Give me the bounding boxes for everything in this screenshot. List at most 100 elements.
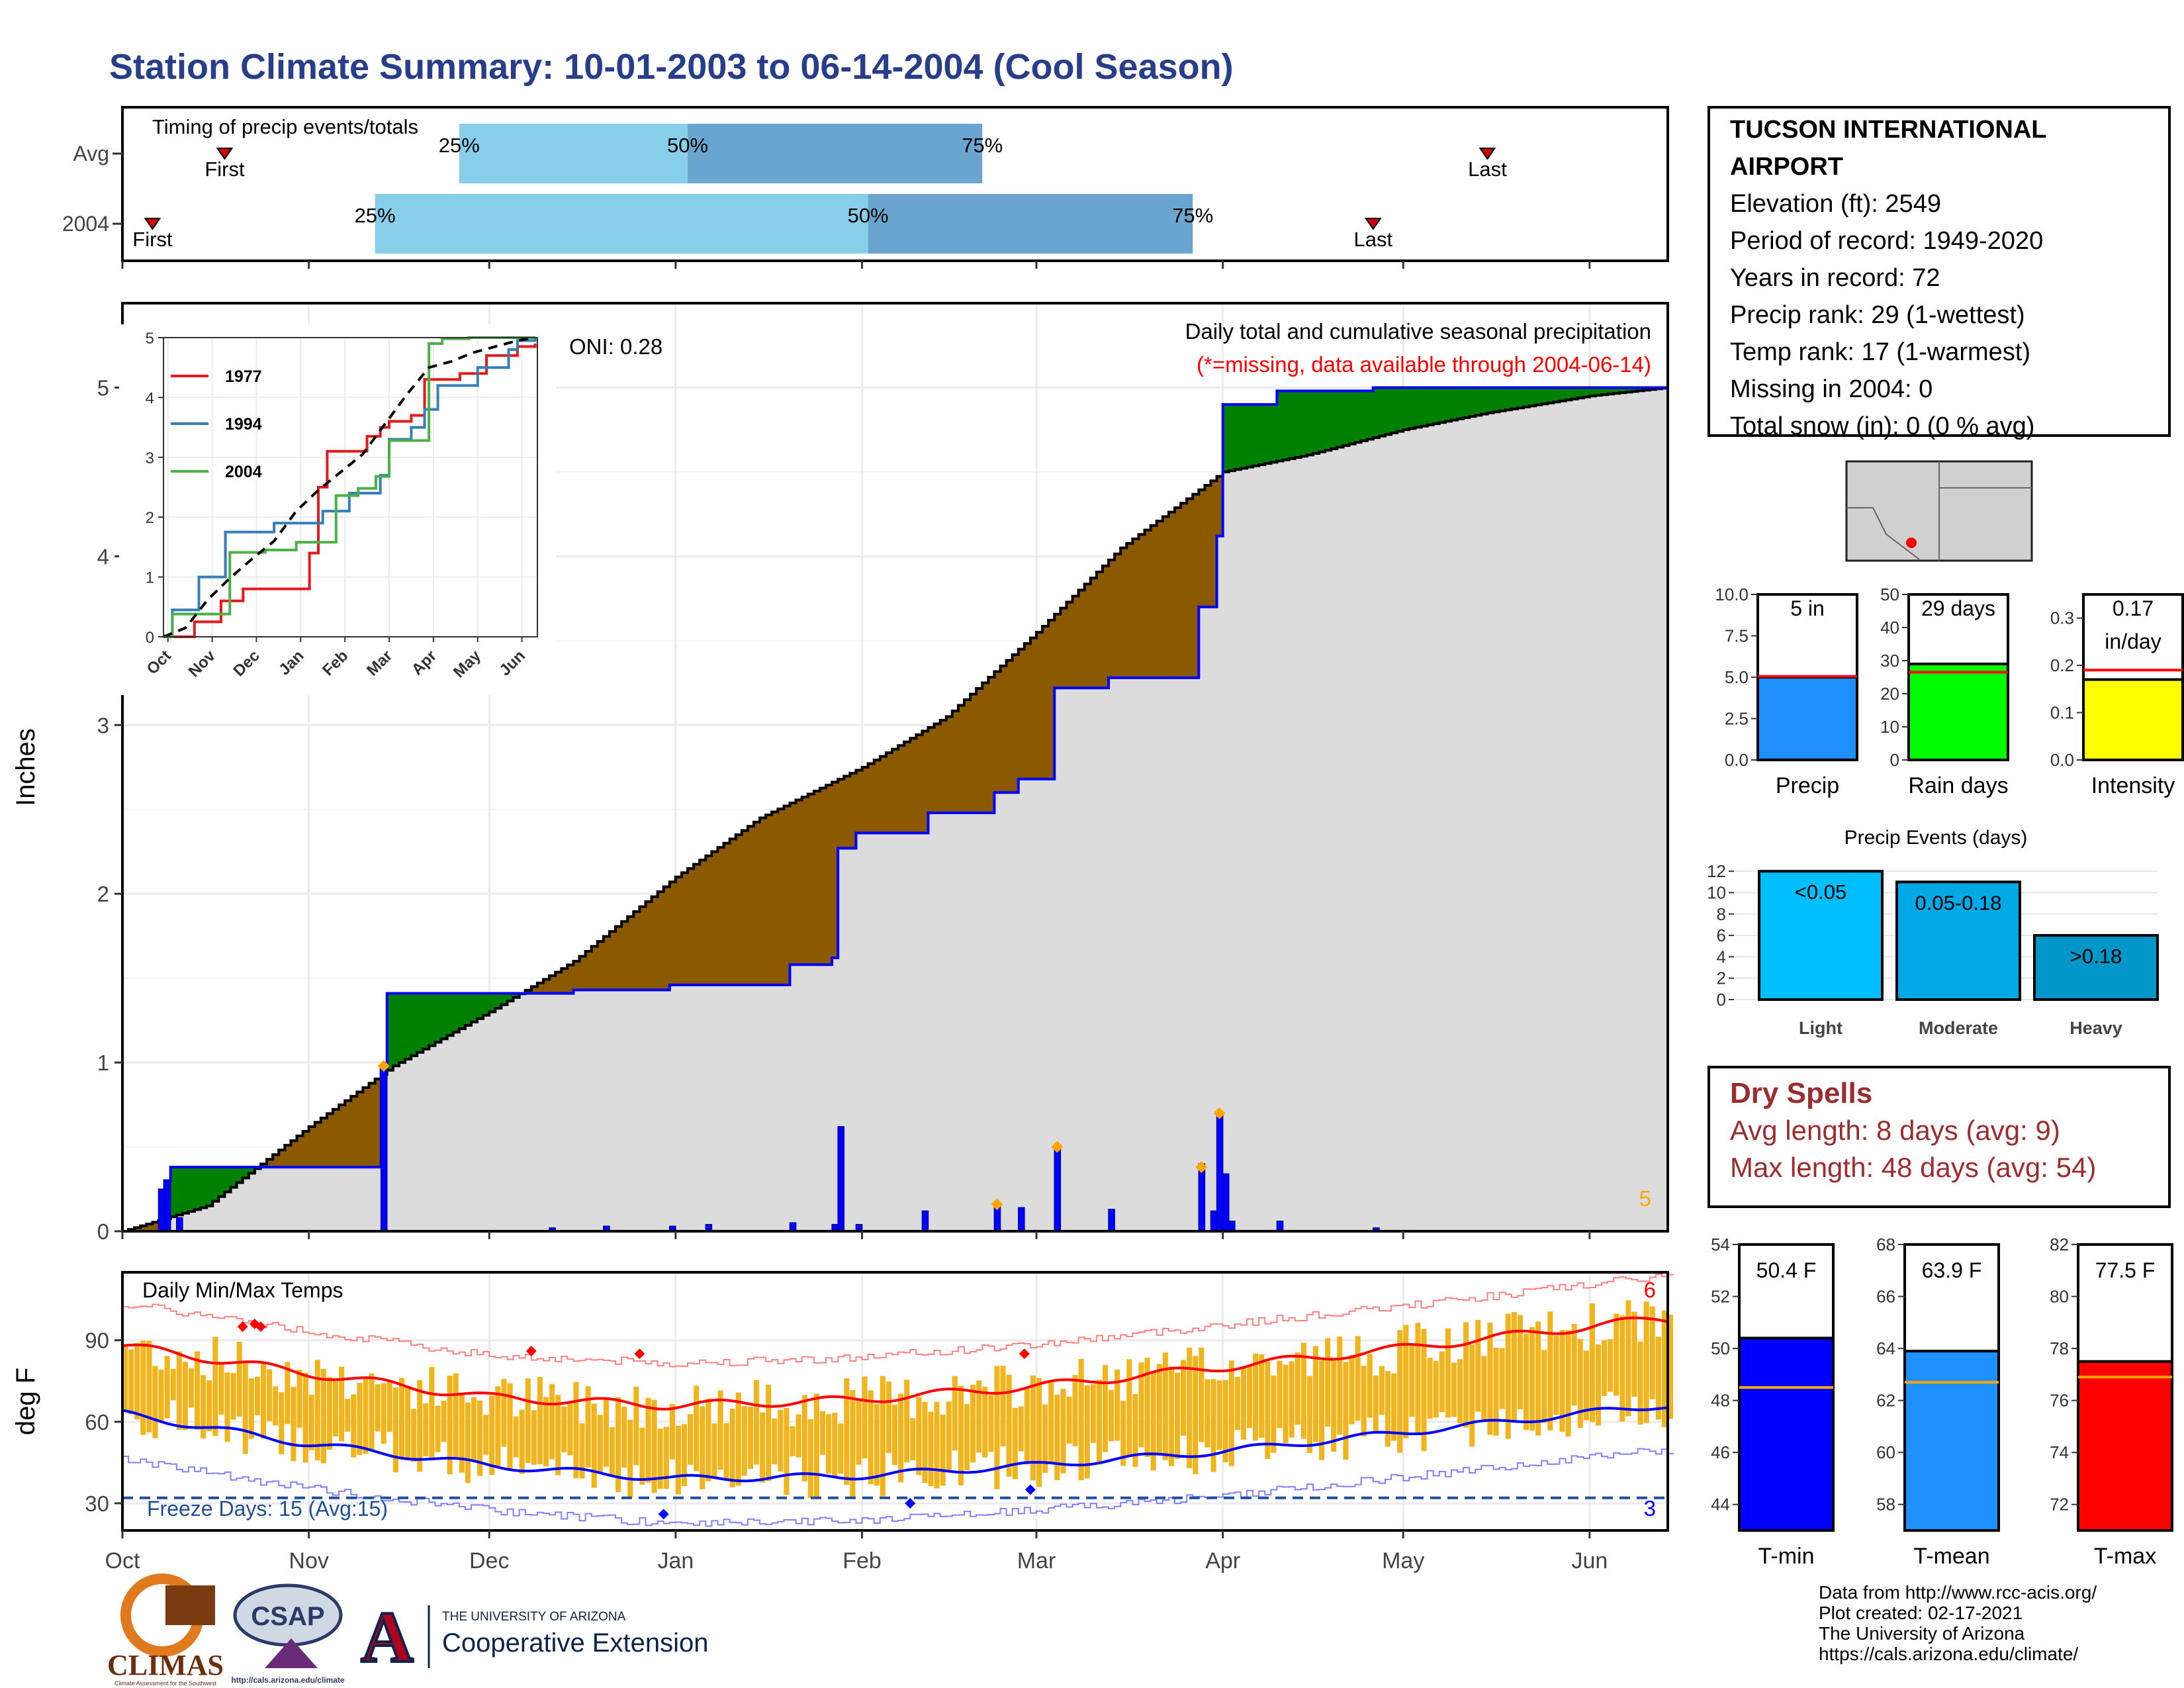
below-avg-fill [1126, 543, 1133, 678]
above-avg-fill [1517, 387, 1524, 408]
timing-title: Timing of precip events/totals [152, 115, 418, 138]
mini-bar-value-label: 29 days [1921, 596, 1995, 620]
daily-temp-bar [904, 1380, 910, 1463]
above-avg-fill [1240, 404, 1248, 469]
temps-x-tick-label: Jan [657, 1548, 694, 1573]
station-name-line1: TUCSON INTERNATIONAL [1730, 116, 2047, 144]
daily-temp-bar [1559, 1330, 1565, 1432]
dry-spells-title: Dry Spells [1730, 1077, 1873, 1109]
daily-temp-bar [525, 1378, 531, 1463]
temp-bar [1738, 1336, 1835, 1532]
above-avg-fill [1319, 391, 1326, 452]
daily-temp-bar [645, 1397, 651, 1483]
daily-temp-bar [302, 1372, 308, 1463]
daily-temp-bar [1433, 1360, 1439, 1418]
daily-temp-bar [387, 1382, 392, 1432]
credit-line: Data from http://www.rcc-acis.org/ [1819, 1582, 2097, 1603]
daily-temp-bar [976, 1380, 982, 1453]
below-avg-fill [591, 946, 598, 990]
daily-temp-bar [1150, 1371, 1156, 1471]
daily-temp-bar [1222, 1380, 1228, 1463]
daily-temp-bar [988, 1395, 994, 1452]
daily-temp-bar [1637, 1341, 1643, 1425]
daily-temp-bar [507, 1383, 513, 1471]
record-precip-marker [1213, 1107, 1226, 1119]
temp-bar-y-tick-label: 52 [1711, 1287, 1730, 1307]
below-avg-fill [850, 773, 857, 849]
precip-y-axis-label: Inches [11, 728, 40, 806]
daily-temp-bar [585, 1386, 591, 1468]
page-title: Station Climate Summary: 10-01-2003 to 0… [109, 47, 1234, 87]
daily-temp-bar [1385, 1371, 1391, 1447]
below-avg-fill [1066, 602, 1073, 688]
temps-x-tick-label: Dec [469, 1548, 509, 1573]
record-high-count: 6 [1644, 1278, 1656, 1302]
temp-bar-y-tick-label: 76 [2050, 1391, 2069, 1411]
daily-temp-bar [1565, 1330, 1571, 1437]
daily-temp-bar [633, 1386, 639, 1466]
below-avg-fill [1138, 534, 1146, 678]
daily-temp-bar [723, 1423, 729, 1480]
temp-bar-y-tick-label: 60 [1876, 1442, 1895, 1462]
daily-temp-bar [146, 1340, 152, 1432]
daily-temp-bar [1619, 1315, 1625, 1422]
above-avg-fill [1614, 387, 1620, 394]
temps-y-tick-label: 30 [85, 1491, 109, 1516]
daily-temp-bar [1228, 1360, 1234, 1466]
mini-bar-y-tick-label: 20 [1880, 684, 1899, 704]
above-avg-fill [489, 993, 496, 1012]
below-avg-fill [320, 1117, 328, 1168]
daily-temp-bar [1210, 1379, 1216, 1472]
below-avg-fill [633, 912, 640, 990]
temps-x-tick-label: Nov [289, 1548, 328, 1573]
daily-temp-bar [314, 1360, 320, 1461]
below-avg-fill [910, 738, 917, 833]
daily-temp-bar [134, 1342, 140, 1420]
daily-temp-bar [880, 1376, 886, 1497]
daily-temp-bar [495, 1386, 501, 1466]
below-avg-fill [717, 847, 725, 985]
above-avg-fill [1529, 387, 1536, 406]
daily-temp-bar [1595, 1344, 1602, 1426]
temps-x-tick-label: Mar [1017, 1548, 1056, 1573]
below-avg-fill [543, 979, 550, 994]
daily-temp-bar [1655, 1336, 1661, 1420]
daily-temp-bar [753, 1380, 760, 1465]
above-avg-fill [465, 993, 472, 1026]
daily-temp-bar [1614, 1313, 1619, 1396]
below-avg-fill [1150, 525, 1158, 678]
daily-temp-bar [513, 1416, 519, 1458]
temps-panel-frame [121, 1271, 1669, 1532]
below-avg-fill [549, 975, 556, 994]
record-low-marker [658, 1509, 669, 1520]
timing-bar-25-50 [375, 194, 868, 254]
below-avg-fill [958, 705, 965, 813]
below-avg-fill [1054, 614, 1061, 688]
events-bar [2033, 934, 2159, 1001]
precip-y-tick-label: 5 [97, 375, 109, 400]
daily-temp-bar [152, 1366, 158, 1438]
ua-extension-text: Cooperative Extension [442, 1628, 708, 1658]
below-avg-fill [567, 964, 574, 994]
above-avg-fill [1559, 387, 1567, 401]
daily-precip-bar [921, 1210, 929, 1232]
below-avg-fill [688, 868, 694, 985]
timing-last-marker [1364, 218, 1382, 230]
above-avg-fill [495, 993, 502, 1009]
daily-temp-bar [1457, 1359, 1463, 1423]
temp-bar-y-tick-label: 72 [2050, 1495, 2069, 1515]
daily-temp-bar [940, 1414, 946, 1486]
inset-y-tick-label: 4 [146, 389, 154, 407]
below-avg-fill [1018, 649, 1025, 779]
oni-label: ONI: 0.28 [569, 334, 662, 359]
daily-temp-bar [639, 1427, 645, 1485]
daily-temp-bar [681, 1424, 688, 1487]
timing-label-25: 25% [355, 204, 396, 227]
above-avg-fill [236, 1167, 244, 1183]
temps-x-tick-label: Apr [1205, 1548, 1240, 1573]
below-avg-fill [1115, 553, 1121, 678]
below-avg-fill [904, 741, 911, 833]
above-avg-fill [1300, 391, 1308, 457]
daily-temp-bar [1054, 1394, 1060, 1481]
